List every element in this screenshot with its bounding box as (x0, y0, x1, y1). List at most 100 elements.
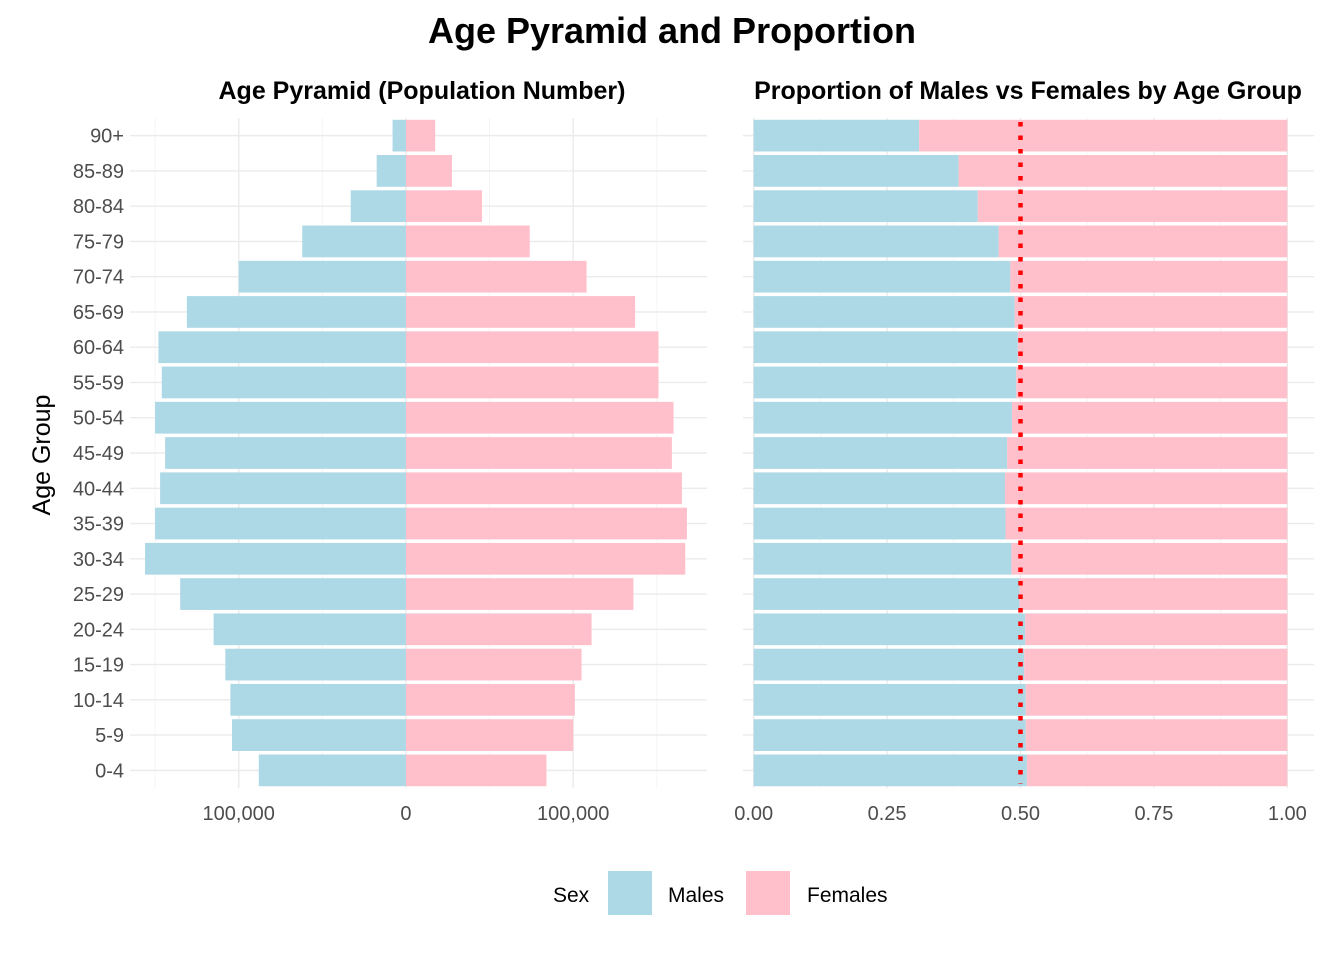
proportion-bars (753, 119, 1288, 787)
prop-bar-female-15-19 (1024, 648, 1288, 681)
y-tick-label: 85-89 (73, 161, 124, 183)
prop-bar-female-70-74 (1010, 260, 1288, 293)
bar-male-45-49 (165, 437, 406, 469)
prop-bar-male-35-39 (753, 507, 1006, 540)
bar-female-55-59 (405, 366, 659, 399)
y-tick-label: 40-44 (73, 478, 124, 500)
prop-bar-male-80-84 (753, 190, 978, 223)
prop-bar-female-5-9 (1025, 719, 1288, 751)
bar-female-85-89 (405, 155, 452, 187)
proportion-x-tick-labels: 0.00 0.25 0.50 0.75 1.00 (734, 803, 1307, 825)
figure-title: Age Pyramid and Proportion (428, 10, 916, 51)
prop-bar-female-60-64 (1017, 331, 1288, 364)
prop-bar-female-75-79 (998, 225, 1288, 258)
bar-female-35-39 (405, 507, 687, 540)
bar-male-20-24 (213, 613, 406, 646)
bar-male-5-9 (232, 719, 406, 751)
bar-female-25-29 (405, 578, 634, 610)
prop-bar-female-25-29 (1019, 578, 1288, 610)
x-tick-label: 100,000 (537, 803, 609, 825)
y-tick-label: 45-49 (73, 443, 124, 465)
prop-bar-male-55-59 (753, 366, 1017, 399)
pyramid-x-tick-labels: 100,000 0 100,000 (203, 803, 610, 825)
x-tick-label: 0 (400, 803, 411, 825)
bar-female-40-44 (405, 472, 682, 505)
legend-swatch-females (746, 871, 790, 915)
prop-bar-female-35-39 (1005, 507, 1288, 540)
prop-bar-male-10-14 (753, 683, 1026, 716)
y-tick-label: 0-4 (95, 760, 124, 782)
pyramid-bars (145, 119, 687, 787)
bar-female-10-14 (405, 683, 575, 716)
prop-bar-female-50-54 (1011, 401, 1288, 434)
bar-female-90plus (405, 119, 436, 152)
y-tick-label: 20-24 (73, 619, 124, 641)
prop-bar-male-50-54 (753, 401, 1012, 434)
legend-swatch-males (608, 871, 652, 915)
y-tick-label: 65-69 (73, 302, 124, 324)
prop-bar-female-80-84 (977, 190, 1288, 223)
legend: Sex Males Females (553, 871, 888, 915)
bar-male-50-54 (155, 401, 406, 434)
bar-female-50-54 (405, 401, 674, 434)
y-tick-label: 80-84 (73, 196, 124, 218)
bar-female-30-34 (405, 542, 686, 575)
prop-bar-female-85-89 (958, 155, 1288, 187)
y-tick-label: 15-19 (73, 655, 124, 677)
prop-bar-female-30-34 (1011, 542, 1288, 575)
prop-bar-female-65-69 (1014, 296, 1288, 328)
prop-bar-male-90plus (753, 119, 920, 152)
y-tick-label: 35-39 (73, 514, 124, 536)
bar-male-15-19 (225, 648, 406, 681)
prop-bar-female-90plus (919, 119, 1288, 152)
prop-bar-male-65-69 (753, 296, 1015, 328)
pyramid-panel: Age Pyramid (Population Number) 0-4 5-9 10… (28, 77, 707, 825)
y-tick-label: 75-79 (73, 231, 124, 253)
x-tick-label: 0.50 (1001, 803, 1040, 825)
y-tick-label: 10-14 (73, 690, 124, 712)
prop-bar-female-55-59 (1016, 366, 1288, 399)
proportion-panel: Proportion of Males vs Females by Age Gr… (734, 77, 1314, 825)
prop-bar-female-40-44 (1005, 472, 1288, 505)
prop-bar-male-20-24 (753, 613, 1026, 646)
bar-male-55-59 (161, 366, 406, 399)
prop-bar-male-40-44 (753, 472, 1006, 505)
prop-bar-male-75-79 (753, 225, 999, 258)
bar-female-0-4 (405, 754, 547, 787)
x-tick-label: 0.25 (868, 803, 907, 825)
prop-bar-female-45-49 (1007, 437, 1288, 469)
prop-bar-female-0-4 (1026, 754, 1288, 787)
bar-male-35-39 (155, 507, 406, 540)
bar-female-75-79 (405, 225, 530, 258)
bar-male-60-64 (158, 331, 406, 364)
prop-bar-female-10-14 (1025, 683, 1288, 716)
prop-bar-male-30-34 (753, 542, 1012, 575)
prop-bar-female-20-24 (1025, 613, 1288, 646)
bar-male-90plus (392, 119, 406, 152)
bar-male-25-29 (180, 578, 406, 610)
y-tick-label: 50-54 (73, 408, 124, 430)
bar-female-65-69 (405, 296, 636, 328)
bar-male-85-89 (376, 155, 406, 187)
bar-male-10-14 (230, 683, 406, 716)
x-tick-label: 100,000 (203, 803, 275, 825)
legend-label-males: Males (668, 884, 724, 907)
pyramid-y-axis-title: Age Group (28, 395, 56, 516)
prop-bar-male-70-74 (753, 260, 1011, 293)
prop-bar-male-85-89 (753, 155, 959, 187)
prop-bar-male-25-29 (753, 578, 1020, 610)
bar-female-70-74 (405, 260, 587, 293)
bar-male-80-84 (350, 190, 406, 223)
bar-male-30-34 (145, 542, 406, 575)
prop-bar-male-15-19 (753, 648, 1025, 681)
y-tick-label: 60-64 (73, 337, 124, 359)
y-tick-label: 70-74 (73, 267, 124, 289)
legend-label-females: Females (807, 884, 888, 907)
proportion-panel-title: Proportion of Males vs Females by Age Gr… (754, 77, 1302, 105)
bar-female-80-84 (405, 190, 483, 223)
prop-bar-male-60-64 (753, 331, 1018, 364)
bar-male-70-74 (238, 260, 406, 293)
bar-male-75-79 (302, 225, 406, 258)
pyramid-y-tick-labels: 0-4 5-9 10-14 15-19 20-24 25-29 30-34 35-39 40-4… (73, 126, 124, 783)
